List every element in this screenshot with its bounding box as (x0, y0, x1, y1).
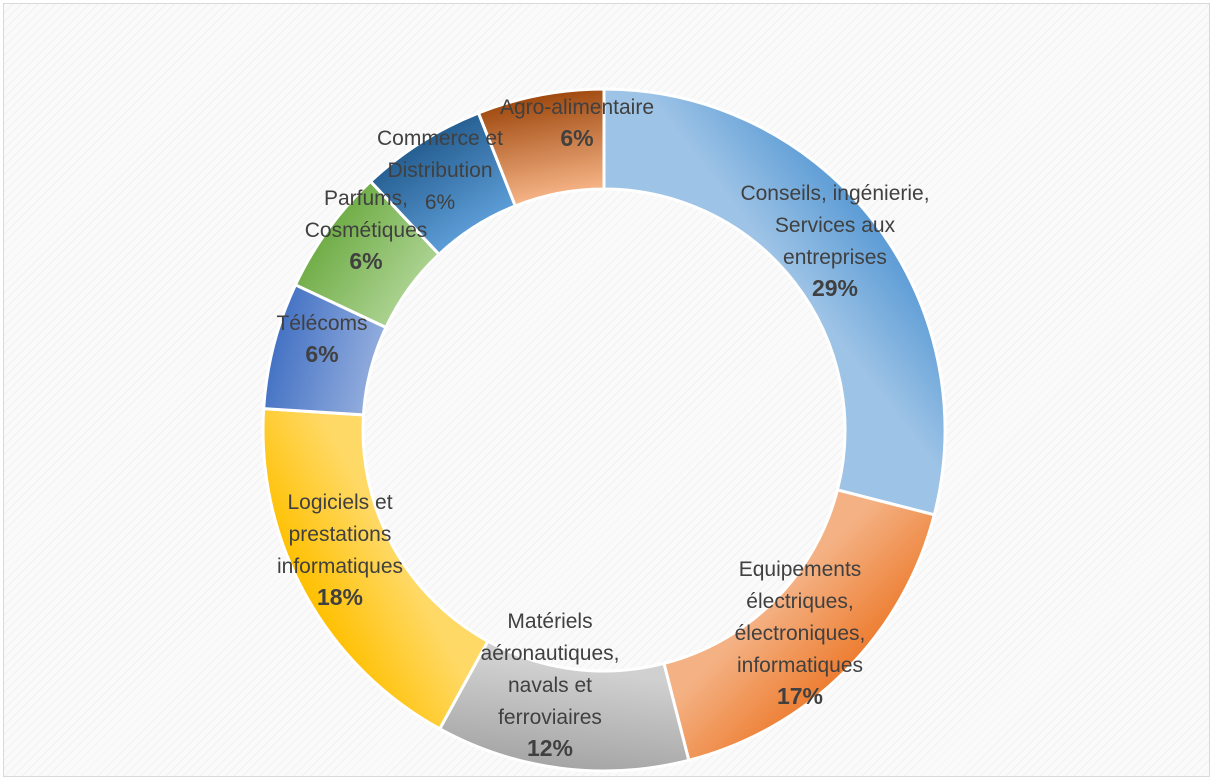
category-label: Cosmétiques (305, 219, 428, 242)
data-label-logiciels-et: Logiciels et prestations informatiques 18% (277, 491, 403, 610)
value-label: 12% (527, 735, 573, 761)
value-label: 18% (317, 584, 363, 610)
category-label: entreprises (783, 246, 887, 269)
data-label-conseils-ingenierie: Conseils, ingénierie, Services aux entrepr… (740, 182, 929, 301)
data-label-telecoms: Télécoms 6% (276, 312, 367, 367)
slice-agro-alimentaire (476, 87, 606, 208)
slice-conseils-ingenierie (602, 87, 947, 517)
value-label: 29% (812, 275, 858, 301)
data-label-agro-alimentaire: Agro-alimentaire 6% (500, 96, 654, 151)
category-label: électriques, (746, 590, 853, 613)
data-label-equipements: Equipements électriques, électroniques, inf… (735, 558, 866, 709)
labels-layer: Conseils, ingénierie, Services aux entrepr… (276, 96, 929, 761)
category-label: Télécoms (276, 312, 367, 335)
slices-layer (261, 87, 947, 773)
category-label: Parfums, (324, 187, 408, 210)
category-label: navals et (508, 674, 592, 697)
category-label: informatiques (277, 555, 403, 578)
data-label-commerce-et: Commerce et Distribution 6% (377, 127, 503, 214)
data-label-materiels: Matériels aéronautiques, navals et ferrovia… (481, 610, 620, 761)
category-label: Logiciels et (287, 491, 392, 514)
category-label: Services aux (775, 214, 896, 237)
value-label: 6% (349, 248, 382, 274)
value-label: 6% (560, 125, 593, 151)
value-label: 6% (305, 341, 338, 367)
category-label: Agro-alimentaire (500, 96, 654, 119)
category-label: informatiques (737, 654, 863, 677)
data-label-parfums: Parfums, Cosmétiques 6% (305, 187, 428, 274)
category-label: aéronautiques, (481, 642, 620, 665)
category-label: Equipements (739, 558, 862, 581)
value-label: 6% (425, 191, 455, 214)
category-label: Distribution (387, 159, 492, 182)
category-label: Matériels (507, 610, 592, 633)
value-label: 17% (777, 683, 823, 709)
category-label: ferroviaires (498, 706, 602, 729)
category-label: électroniques, (735, 622, 866, 645)
category-label: Commerce et (377, 127, 503, 150)
category-label: Conseils, ingénierie, (740, 182, 929, 205)
category-label: prestations (289, 523, 392, 546)
